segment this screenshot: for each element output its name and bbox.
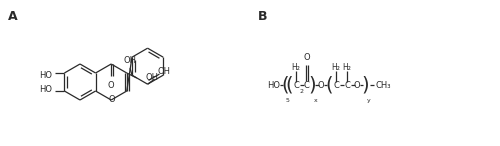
Text: O: O xyxy=(108,94,115,104)
Text: B: B xyxy=(258,10,268,23)
Text: OH: OH xyxy=(158,67,170,76)
Text: ): ) xyxy=(361,75,369,94)
Text: (: ( xyxy=(281,75,289,94)
Text: OH: OH xyxy=(146,73,159,82)
Text: H₂: H₂ xyxy=(332,64,340,73)
Text: H₂: H₂ xyxy=(292,64,300,73)
Text: ): ) xyxy=(308,75,316,94)
Text: C: C xyxy=(293,80,299,89)
Text: O: O xyxy=(108,81,114,90)
Text: y: y xyxy=(367,98,371,103)
Text: C: C xyxy=(344,80,350,89)
Text: A: A xyxy=(8,10,18,23)
Text: 5: 5 xyxy=(286,98,290,103)
Text: 2: 2 xyxy=(299,89,303,94)
Text: O: O xyxy=(354,80,360,89)
Text: OH: OH xyxy=(124,56,136,65)
Text: (: ( xyxy=(325,75,333,94)
Text: HO: HO xyxy=(40,86,52,94)
Text: C: C xyxy=(303,80,309,89)
Text: O: O xyxy=(304,53,310,62)
Text: H₂: H₂ xyxy=(342,64,351,73)
Text: CH₃: CH₃ xyxy=(376,80,392,89)
Text: (: ( xyxy=(285,75,293,94)
Text: O: O xyxy=(318,80,324,89)
Text: HO: HO xyxy=(40,72,52,80)
Text: HO: HO xyxy=(267,80,280,89)
Text: x: x xyxy=(314,98,318,103)
Text: C: C xyxy=(333,80,339,89)
